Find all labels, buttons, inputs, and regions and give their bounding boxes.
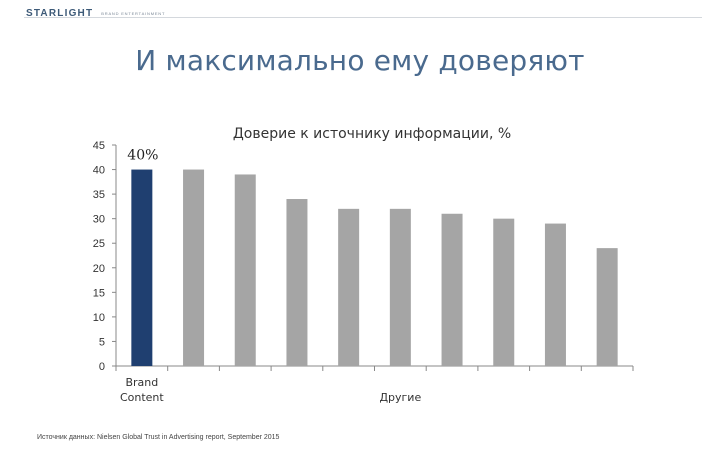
logo-text: STARLIGHT xyxy=(26,7,94,19)
source-note: Источник данных: Nielsen Global Trust in… xyxy=(37,434,280,441)
bar xyxy=(338,208,360,366)
bar xyxy=(131,169,153,366)
y-tick-label: 45 xyxy=(93,140,105,152)
y-tick-label: 40 xyxy=(93,165,105,177)
y-tick-label: 5 xyxy=(99,336,105,348)
chart-title: Доверие к источнику информации, % xyxy=(233,126,511,142)
x-group-label: Другие xyxy=(379,391,421,404)
y-tick-label: 20 xyxy=(93,263,105,275)
bar xyxy=(234,174,256,366)
bar xyxy=(544,223,566,366)
bar xyxy=(389,208,411,366)
y-tick-label: 30 xyxy=(93,214,105,226)
y-tick-label: 15 xyxy=(93,287,105,299)
slide-title: И максимально ему доверяют xyxy=(135,44,585,77)
x-group-label: Brand Content xyxy=(120,376,164,404)
header-divider xyxy=(24,17,702,18)
brand-logo: STARLIGHT BRAND ENTERTAINMENT xyxy=(26,7,165,19)
logo-subtext: BRAND ENTERTAINMENT xyxy=(101,10,166,16)
bar xyxy=(596,248,618,366)
y-tick-label: 10 xyxy=(93,312,105,324)
data-label-highlight: 40% xyxy=(127,148,158,164)
y-tick-label: 0 xyxy=(99,361,105,373)
bar xyxy=(183,169,205,366)
y-tick-label: 25 xyxy=(93,238,105,250)
bar xyxy=(493,218,515,366)
y-tick-label: 35 xyxy=(93,189,105,201)
bar xyxy=(441,213,463,366)
bar xyxy=(286,199,308,366)
